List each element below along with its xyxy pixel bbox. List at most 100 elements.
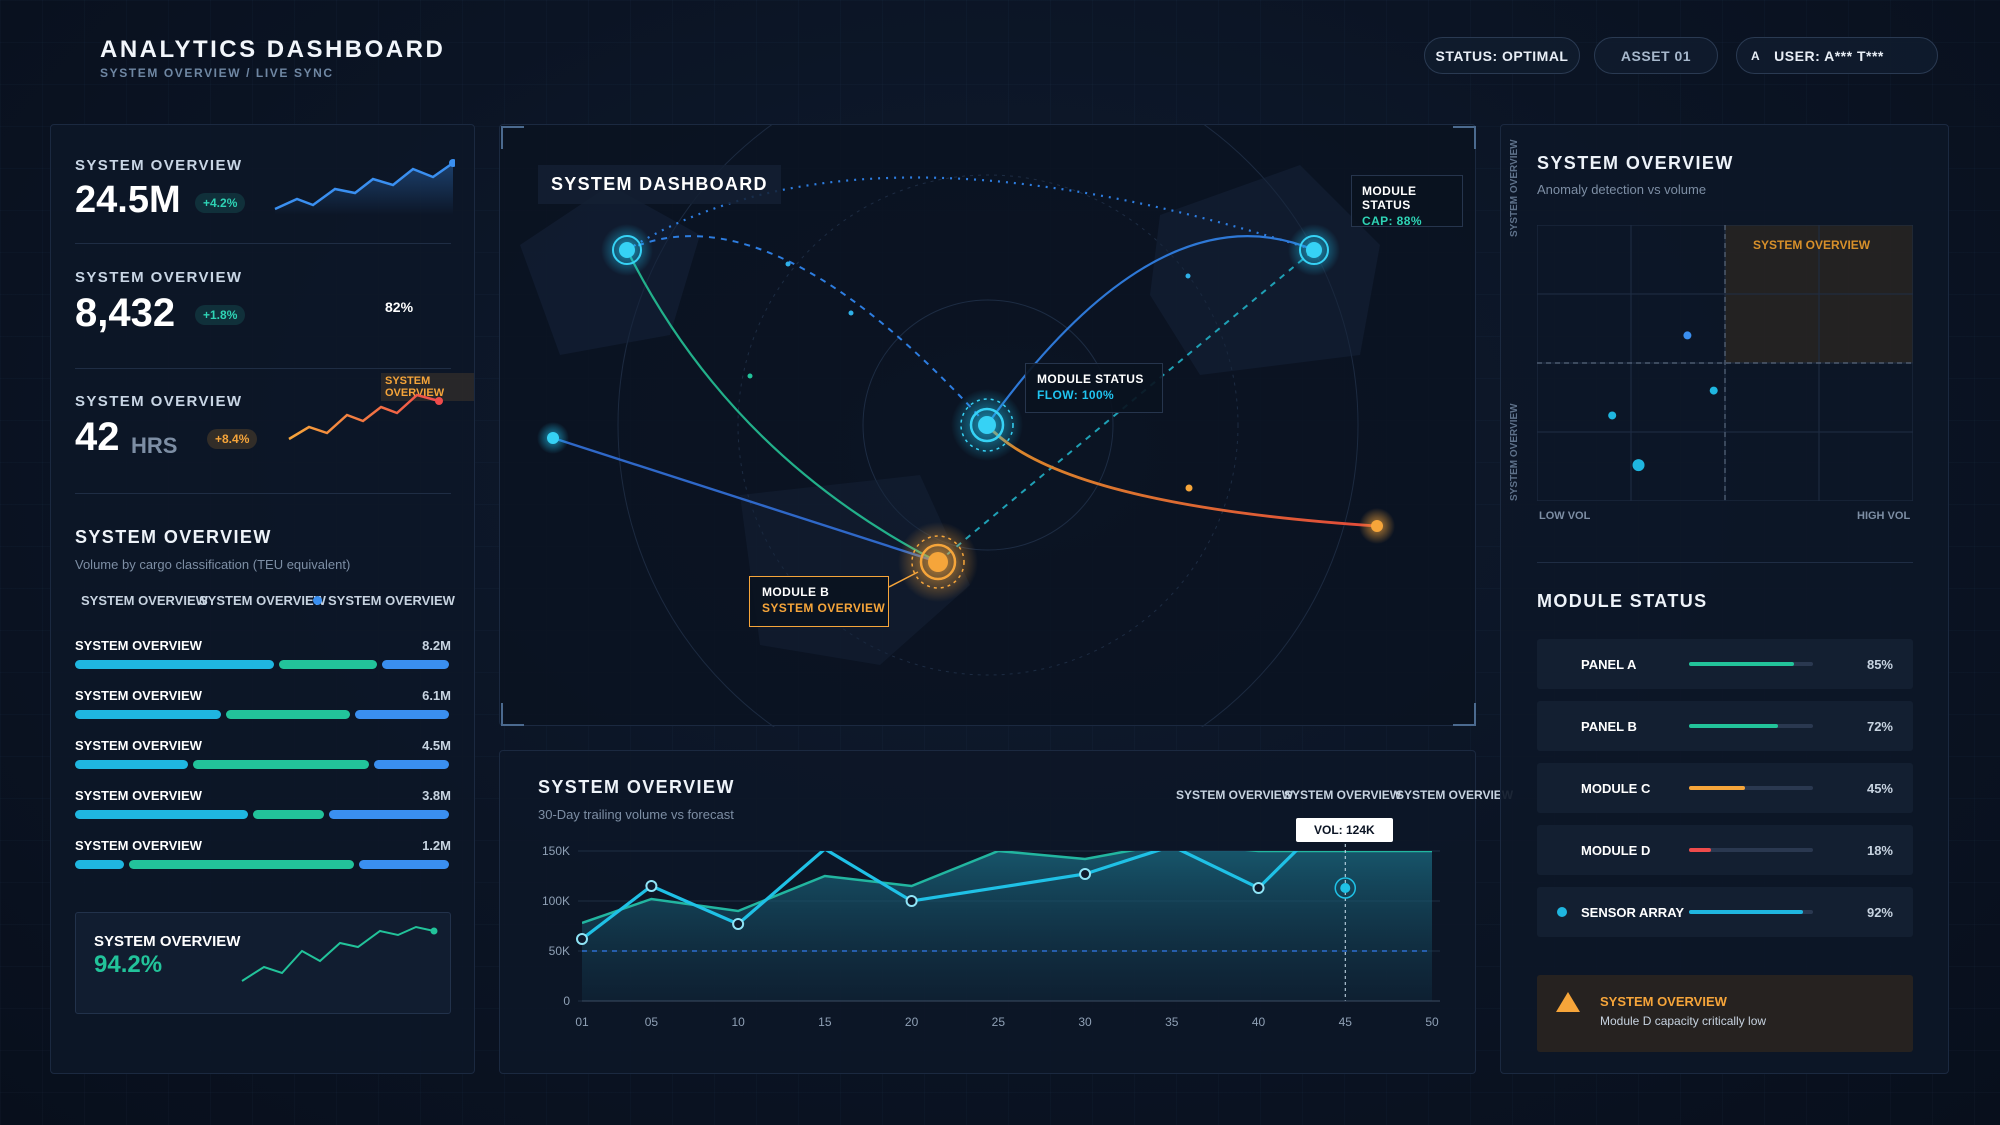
asset-pill[interactable]: ASSET 01 [1594,37,1718,74]
kpi-1-sparkline [274,159,455,215]
user-avatar: A [1751,48,1761,63]
map-tag-flow-title: MODULE STATUS [1037,372,1144,386]
module-status-pct: 18% [1866,843,1893,858]
breakdown-segment [128,860,354,869]
breakdown-segment [279,660,377,669]
trend-y-tick: 150K [542,844,570,858]
module-status-name: MODULE D [1581,843,1651,858]
user-pill[interactable]: A USER: A*** T*** [1736,37,1938,74]
module-status-row[interactable]: MODULE C 45% [1537,763,1913,813]
module-status-title: MODULE STATUS [1537,591,1708,611]
breakdown-row-bar [75,860,451,869]
breakdown-segment [355,710,449,719]
trend-highlight-ring [1334,877,1357,899]
breakdown-segment [226,710,351,719]
breakdown-row-bar [75,660,451,669]
legend-item: SYSTEM OVERVIEW [313,593,455,608]
trend-x-tick: 40 [1252,1015,1266,1029]
footer-kpi-label: SYSTEM OVERVIEW [94,933,241,950]
breakdown-segment [192,760,370,769]
alert-card[interactable]: SYSTEM OVERVIEW Module D capacity critic… [1537,975,1913,1052]
trend-legend: SYSTEM OVERVIEW SYSTEM OVERVIEW SYSTEM O… [1176,788,1513,802]
scatter-point [1683,331,1692,340]
scatter-x-max: HIGH VOL [1857,510,1911,522]
trend-panel: SYSTEM OVERVIEW 30-Day trailing volume v… [499,750,1513,1074]
trend-x-tick: 15 [818,1015,832,1029]
module-status-row[interactable]: PANEL B 72% [1537,701,1913,751]
map-tag-cap[interactable]: MODULE STATUS CAP: 88% [1351,175,1463,228]
module-status-track [1689,786,1813,790]
breakdown-row-value: 8.2M [422,638,451,653]
map-tag-module-b-value: SYSTEM OVERVIEW [762,601,886,615]
breakdown-legend: SYSTEM OVERVIEW SYSTEM OVERVIEW SYSTEM O… [75,593,455,608]
breakdown-row-label: SYSTEM OVERVIEW [75,688,202,703]
map-tag-cap-title: MODULE STATUS [1362,184,1417,212]
breakdown-row-bar [75,710,451,719]
trend-x-tick: 25 [992,1015,1006,1029]
network-map-panel: SYSTEM DASHBOARD MODULE STATUS CAP: 88% … [499,124,1476,727]
trend-x-tick: 35 [1165,1015,1179,1029]
module-status-row[interactable]: MODULE D 18% [1537,825,1913,875]
scatter-subtitle: Anomaly detection vs volume [1537,182,1707,197]
breakdown-segment [252,810,324,819]
legend-item: SYSTEM OVERVIEW [81,593,208,608]
breakdown-segment [381,660,449,669]
module-status-pct: 72% [1866,719,1893,734]
breakdown-row-bar [75,760,451,769]
kpi-2-gauge-value: 82% [385,299,414,315]
breakdown-row-label: SYSTEM OVERVIEW [75,788,202,803]
module-status-fill [1689,910,1804,914]
trend-x-tick: 30 [1078,1015,1092,1029]
divider [1537,562,1913,563]
trend-x-tick: 50 [1425,1015,1439,1029]
alert-message: Module D capacity critically low [1600,1014,1767,1028]
status-dot [1557,907,1567,917]
trend-legend-item: SYSTEM OVERVIEW [1176,788,1294,802]
module-status-track [1689,724,1813,728]
module-status-row[interactable]: PANEL A 85% [1537,639,1913,689]
breakdown-row-label: SYSTEM OVERVIEW [75,638,202,653]
kpi-1-value: 24.5M [75,179,181,221]
breakdown-segment [75,810,248,819]
scatter-chart [1537,225,1913,501]
scatter-point [1608,411,1617,420]
footer-kpi-card: SYSTEM OVERVIEW 94.2% [75,912,451,1014]
kpi-3-value: 42 [75,415,120,459]
scatter-x-min: LOW VOL [1539,510,1591,522]
divider [75,493,451,494]
left-panel: SYSTEM OVERVIEW 24.5M +4.2% SYSTEM OVERV… [50,124,475,1074]
kpi-3-unit: HRS [131,433,178,458]
trend-subtitle: 30-Day trailing volume vs forecast [538,807,734,822]
trend-point [645,880,658,892]
trend-point [1252,882,1265,894]
trend-x-tick: 45 [1339,1015,1353,1029]
trend-forecast-area [582,851,1432,1001]
trend-title: SYSTEM OVERVIEW [538,777,735,797]
module-status-pct: 92% [1866,905,1893,920]
module-status-row[interactable]: SENSOR ARRAY 92% [1537,887,1913,937]
map-tag-flow[interactable]: MODULE STATUS FLOW: 100% [1025,363,1163,413]
trend-x-tick: 05 [645,1015,659,1029]
breakdown-subtitle: Volume by cargo classification (TEU equi… [75,557,351,572]
trend-legend-item: SYSTEM OVERVIEW [1284,788,1402,802]
trend-point [1079,868,1092,880]
module-status-track [1689,662,1813,666]
module-status-track [1689,848,1813,852]
map-tag-module-b[interactable]: MODULE B SYSTEM OVERVIEW [749,576,889,627]
module-status-fill [1689,848,1712,852]
scatter-y-label-top: SYSTEM OVERVIEW [1509,139,1520,237]
scatter-point [1632,459,1645,472]
map-tag-flow-value: FLOW: 100% [1037,388,1115,402]
trend-point [576,933,588,945]
breakdown-segment [75,760,188,769]
map-title: SYSTEM DASHBOARD [538,165,781,204]
status-pill[interactable]: STATUS: OPTIMAL [1424,37,1580,74]
trend-legend-item: SYSTEM OVERVIEW [1396,788,1514,802]
kpi-3-chart-label: SYSTEM OVERVIEW [381,373,474,401]
divider [75,243,451,244]
right-panel: SYSTEM OVERVIEW Anomaly detection vs vol… [1500,124,1949,1074]
kpi-3-label: SYSTEM OVERVIEW [75,393,243,410]
app-title: ANALYTICS DASHBOARD [100,36,446,63]
kpi-3-delta: +8.4% [207,429,258,449]
trend-point [905,895,918,907]
